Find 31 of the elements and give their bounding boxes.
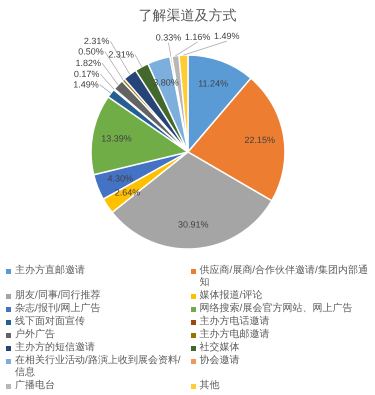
- legend-label: 杂志/报刊/网上广告: [15, 303, 101, 315]
- data-label: 1.82%: [75, 58, 102, 68]
- data-label: 0.17%: [74, 69, 100, 80]
- legend-label: 朋友/同事/同行推荐: [15, 290, 101, 302]
- legend-label: 户外广告: [15, 329, 55, 341]
- legend-label: 在相关行业活动/路演上收到展会资料/信息: [15, 355, 182, 379]
- data-label: 0.50%: [78, 46, 104, 56]
- data-label: 4.30%: [107, 173, 133, 184]
- legend-label: 主办方的短信邀请: [15, 342, 95, 354]
- legend-label: 协会邀请: [200, 355, 240, 367]
- data-label: 0.33%: [156, 32, 182, 43]
- data-label: 13.39%: [101, 134, 132, 144]
- data-label: 1.16%: [184, 32, 210, 42]
- chart-title: 了解渠道及方式: [138, 7, 236, 23]
- data-label: 22.15%: [244, 134, 275, 145]
- legend-label: 主办方电邮邀请: [200, 329, 270, 341]
- legend-label: 主办方电话邀请: [200, 316, 270, 328]
- legend-label: 网络搜索/展会官方网站、网上广告: [200, 303, 352, 315]
- data-label: 2.31%: [84, 36, 110, 46]
- legend-label: 社交媒体: [200, 342, 240, 354]
- legend-label: 广播电台: [15, 380, 55, 392]
- data-label: 1.49%: [214, 31, 240, 42]
- legend-label: 供应商/展商/合作伙伴邀请/集团内部通知: [200, 265, 369, 289]
- legend-label: 主办方直邮邀请: [15, 265, 85, 277]
- legend-label: 媒体报道/评论: [200, 290, 262, 302]
- data-label: 1.49%: [73, 80, 99, 90]
- legend-label: 线下面对面宣传: [15, 316, 85, 328]
- data-label: 30.91%: [178, 220, 209, 230]
- legend-label: 其他: [200, 380, 220, 392]
- data-label: 11.24%: [198, 78, 228, 89]
- data-label: 2.31%: [108, 50, 134, 60]
